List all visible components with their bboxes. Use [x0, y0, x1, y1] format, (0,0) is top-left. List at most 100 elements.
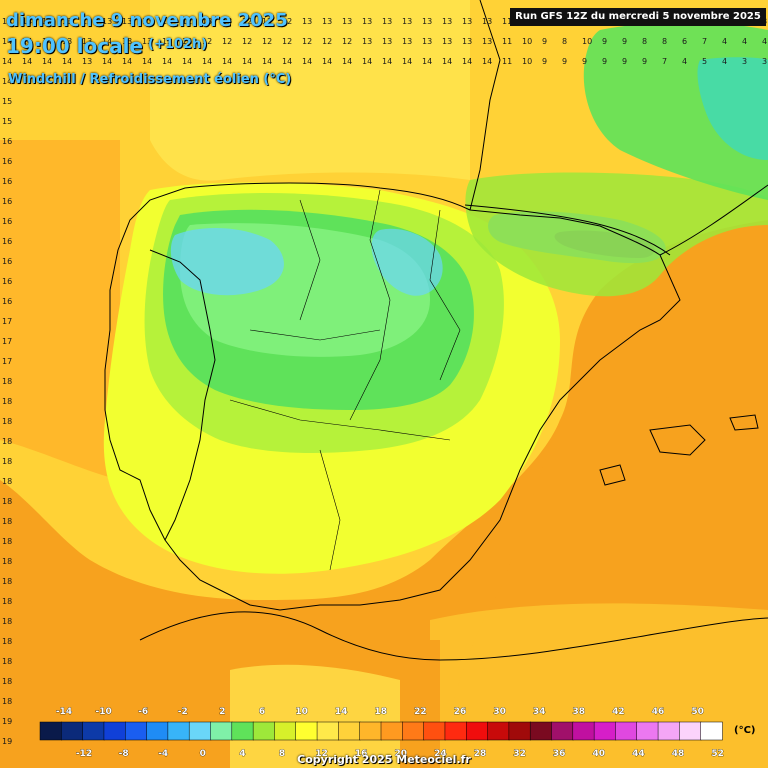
grid-value: 8 [662, 37, 667, 46]
grid-value: 14 [162, 57, 172, 66]
grid-value: 15 [2, 117, 12, 126]
grid-value: 16 [2, 137, 12, 146]
grid-value: 9 [542, 37, 547, 46]
grid-value: 12 [302, 37, 312, 46]
grid-value: 18 [2, 417, 12, 426]
legend-bottom-labels: -12 -8 -4 0 4 8 12 16 20 24 28 32 36 40 44 48 52 [76, 749, 725, 760]
legend-swatch [274, 721, 297, 741]
grid-value: 14 [42, 57, 52, 66]
legend-bottom-label: 32 [513, 749, 526, 759]
legend-unit: (°C) [734, 725, 756, 736]
legend-bottom-label: 4 [239, 749, 245, 759]
grid-value: 14 [142, 57, 152, 66]
grid-value: 14 [242, 57, 252, 66]
legend-swatch [61, 721, 84, 741]
grid-value: 13 [482, 37, 492, 46]
legend-top-label: 26 [454, 707, 467, 717]
grid-value: 17 [2, 317, 12, 326]
legend-swatch [82, 721, 105, 741]
grid-value: 9 [582, 57, 587, 66]
grid-value: 18 [2, 477, 12, 486]
grid-value: 13 [142, 17, 152, 26]
legend-bottom-label: 0 [200, 749, 206, 759]
grid-value: 13 [202, 17, 212, 26]
legend-swatch [167, 721, 190, 741]
grid-value: 18 [2, 537, 12, 546]
zone-cyan-northwest [170, 228, 284, 296]
grid-value: 14 [122, 57, 132, 66]
grid-value: 16 [2, 277, 12, 286]
legend-top-label: 46 [652, 707, 665, 717]
legend-bottom-label: 28 [474, 749, 487, 759]
grid-value: 13 [382, 17, 392, 26]
legend-top-label: -6 [138, 707, 148, 717]
grid-value: 9 [622, 37, 627, 46]
legend-swatch [295, 721, 318, 741]
grid-value: 14 [2, 57, 12, 66]
grid-value: 12 [222, 37, 232, 46]
legend-bottom-label: 52 [711, 749, 724, 759]
coastline-france [469, 0, 501, 211]
grid-value: 14 [342, 57, 352, 66]
grid-value: 18 [2, 497, 12, 506]
grid-value: 12 [282, 37, 292, 46]
grid-value: 13 [82, 57, 92, 66]
grid-value: 16 [2, 257, 12, 266]
grid-value: 14 [282, 57, 292, 66]
legend-bottom-label: 8 [279, 749, 285, 759]
legend-bottom-label: 20 [395, 749, 408, 759]
grid-value: 11 [502, 57, 512, 66]
grid-value: 3 [762, 57, 767, 66]
grid-value: 16 [2, 297, 12, 306]
grid-value: 14 [2, 17, 12, 26]
legend-swatch [508, 721, 531, 741]
grid-value: 14 [42, 17, 52, 26]
grid-value: 7 [702, 37, 707, 46]
grid-value: 12 [202, 37, 212, 46]
legend-swatch [572, 721, 595, 741]
legend-swatch [636, 721, 659, 741]
legend-swatch [615, 721, 638, 741]
legend-swatch [593, 721, 617, 741]
island-menorca [729, 414, 759, 431]
legend-bottom-label: 12 [315, 749, 328, 759]
grid-value: 18 [2, 437, 12, 446]
grid-value: 18 [2, 377, 12, 386]
grid-value: 14 [322, 57, 332, 66]
legend-swatch [487, 721, 510, 741]
grid-value: 13 [362, 37, 372, 46]
grid-value: 18 [2, 657, 12, 666]
grid-value: 13 [382, 37, 392, 46]
legend-swatch [210, 721, 233, 741]
forecast-offset: (+102h) [148, 37, 208, 52]
grid-value: 13 [102, 17, 112, 26]
forecast-date: dimanche 9 novembre 2025 [6, 10, 288, 31]
legend-top-label: 14 [335, 707, 348, 717]
zone-yellow-light [150, 0, 470, 181]
legend-swatch [423, 721, 446, 741]
run-banner: Run GFS 12Z du mercredi 5 novembre 2025 [510, 8, 766, 26]
legend-top-label: -10 [95, 707, 111, 717]
legend-bottom-label: -8 [119, 749, 129, 759]
legend-swatch [103, 721, 127, 741]
grid-value: 8 [562, 37, 567, 46]
grid-value: 14 [2, 77, 12, 86]
grid-value: 15 [2, 97, 12, 106]
grid-value: 12 [182, 37, 192, 46]
grid-value: 7 [662, 57, 667, 66]
zone-africa-yellow [230, 664, 400, 768]
grid-value: 14 [22, 57, 32, 66]
legend-top-label: -14 [56, 707, 72, 717]
legend-bottom-label: 24 [434, 749, 447, 759]
coastline-africa [139, 611, 768, 661]
grid-value: 14 [62, 57, 72, 66]
legend-swatch [402, 721, 425, 741]
grid-value: 12 [322, 37, 332, 46]
zone-france-green [465, 172, 768, 297]
grid-value: 13 [142, 37, 152, 46]
grid-value: 18 [2, 457, 12, 466]
legend-swatch [551, 721, 574, 741]
legend-bottom-label: 16 [355, 749, 368, 759]
legend-swatch [444, 721, 468, 741]
